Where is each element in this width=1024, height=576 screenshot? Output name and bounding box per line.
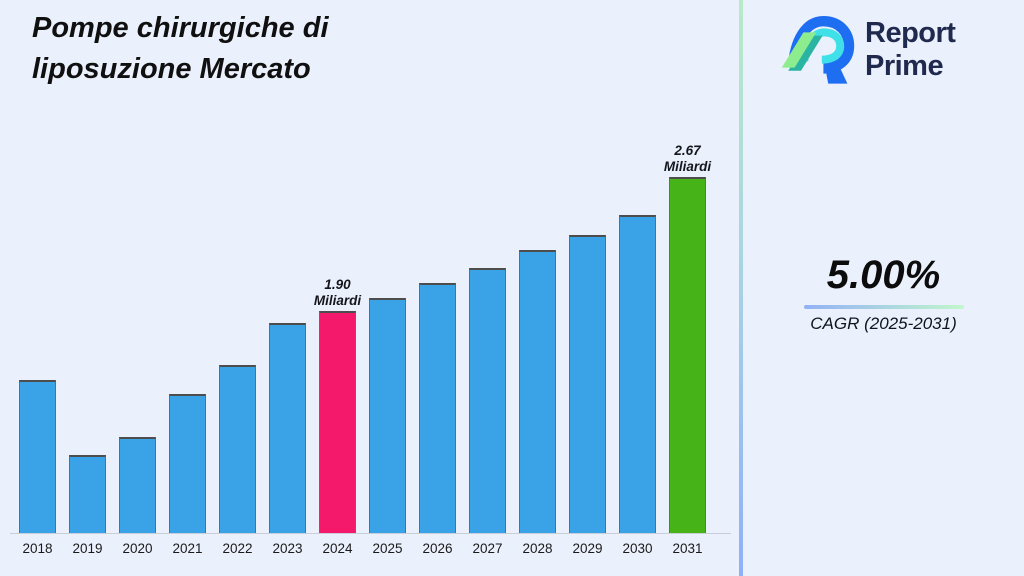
bar-2030: 2030 [619, 215, 656, 556]
bar-2026: 2026 [419, 283, 456, 556]
bar-value-annotation-2024: 1.90 Miliardi [313, 277, 362, 308]
bar-2028: 2028 [519, 250, 556, 556]
panel-separator [739, 0, 743, 576]
x-axis-label-2025: 2025 [372, 541, 403, 556]
brand-name-line1: Report [865, 17, 956, 49]
x-axis-label-2022: 2022 [222, 541, 253, 556]
x-axis-label-2027: 2027 [472, 541, 503, 556]
bar-2021: 2021 [169, 394, 206, 556]
x-axis-label-2024: 2024 [322, 541, 353, 556]
x-axis-label-2029: 2029 [572, 541, 603, 556]
x-axis-line [10, 533, 731, 534]
bar-2023: 2023 [269, 323, 306, 556]
bar-2027: 2027 [469, 268, 506, 556]
chart-title: Pompe chirurgiche di liposuzione Mercato [32, 8, 329, 90]
bar-2024: 2024 1.90 Miliardi [314, 277, 361, 556]
bar-2019: 2019 [69, 455, 106, 556]
bar-2025: 2025 [369, 298, 406, 556]
x-axis-label-2031: 2031 [672, 541, 703, 556]
brand-logo: Report Prime [777, 10, 956, 90]
x-axis-label-2028: 2028 [522, 541, 553, 556]
chart-title-line1: Pompe chirurgiche di [32, 12, 329, 44]
x-axis-label-2018: 2018 [22, 541, 53, 556]
cagr-label: CAGR (2025-2031) [810, 314, 957, 333]
brand-name-line2: Prime [865, 50, 944, 82]
cagr-value: 5.00% [826, 253, 941, 297]
cagr-block: 5.00% CAGR (2025-2031) [743, 253, 1024, 334]
cagr-underline [803, 305, 964, 309]
report-prime-logo-icon [777, 10, 857, 90]
chart-title-line2: liposuzione Mercato [32, 53, 311, 85]
bar-chart: 2018 2019 2020 2021 2022 2023 2024 1.90 Miliardi… [19, 143, 711, 556]
x-axis-label-2021: 2021 [172, 541, 203, 556]
bar-2018: 2018 [19, 380, 56, 556]
bar-2020: 2020 [119, 437, 156, 556]
x-axis-label-2020: 2020 [122, 541, 153, 556]
x-axis-label-2023: 2023 [272, 541, 303, 556]
bar-value-annotation-2031: 2.67 Miliardi [663, 143, 712, 174]
bar-2022: 2022 [219, 365, 256, 556]
x-axis-label-2030: 2030 [622, 541, 653, 556]
bar-2031: 2031 2.67 Miliardi [664, 143, 711, 556]
x-axis-label-2019: 2019 [72, 541, 103, 556]
brand-name: Report Prime [865, 17, 956, 83]
x-axis-label-2026: 2026 [422, 541, 453, 556]
bar-2029: 2029 [569, 235, 606, 556]
right-panel: Report Prime 5.00% CAGR (2025-2031) [743, 0, 1024, 576]
